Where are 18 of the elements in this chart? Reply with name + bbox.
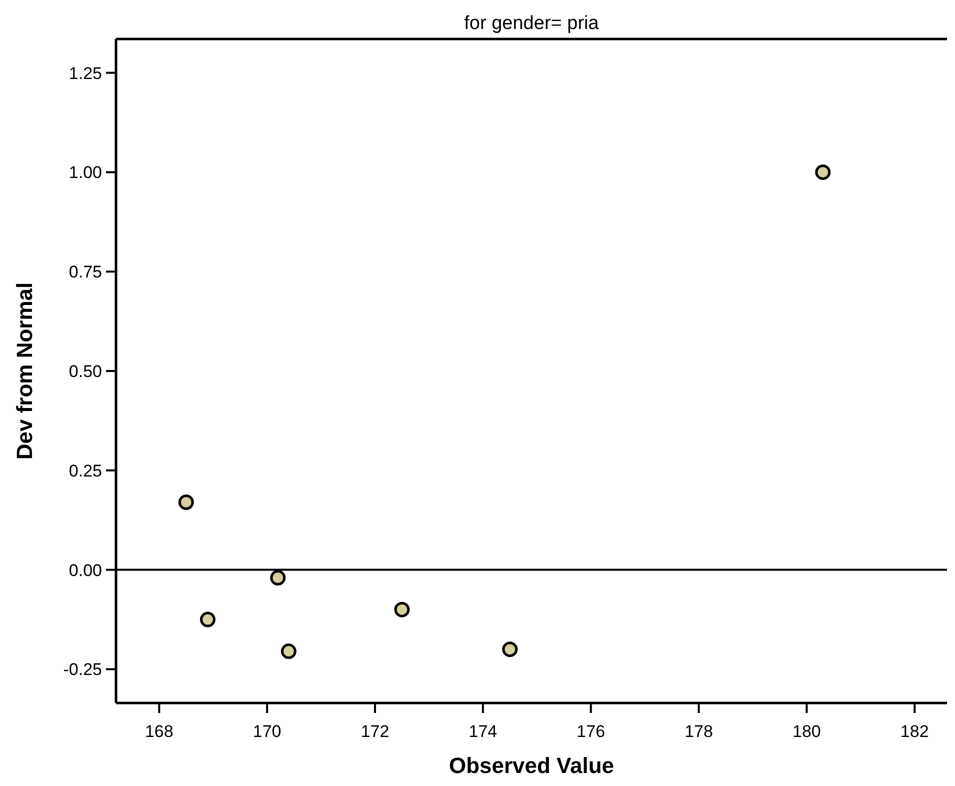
chart-title: for gender= pria — [464, 13, 600, 34]
y-tick-label: 0.00 — [68, 560, 102, 580]
x-tick-label: 172 — [360, 722, 390, 741]
x-tick-label: 178 — [684, 722, 713, 741]
y-tick-label: 0.25 — [68, 461, 102, 480]
x-tick-label: 176 — [576, 722, 606, 741]
y-tick-label: 0.50 — [68, 362, 102, 381]
x-axis-title: Observed Value — [448, 753, 614, 778]
y-tick-label: 0.75 — [68, 262, 102, 282]
y-axis-title: Dev from Normal — [12, 282, 37, 460]
y-tick-label: -0.25 — [63, 660, 102, 680]
x-tick-label: 174 — [468, 722, 498, 741]
y-tick-label: 1.25 — [68, 64, 102, 83]
x-tick-label: 168 — [144, 722, 174, 741]
x-tick-label: 180 — [792, 722, 821, 741]
x-tick-label: 182 — [900, 722, 929, 741]
y-tick-label: 1.00 — [68, 163, 102, 182]
x-tick-label: 170 — [252, 722, 282, 741]
